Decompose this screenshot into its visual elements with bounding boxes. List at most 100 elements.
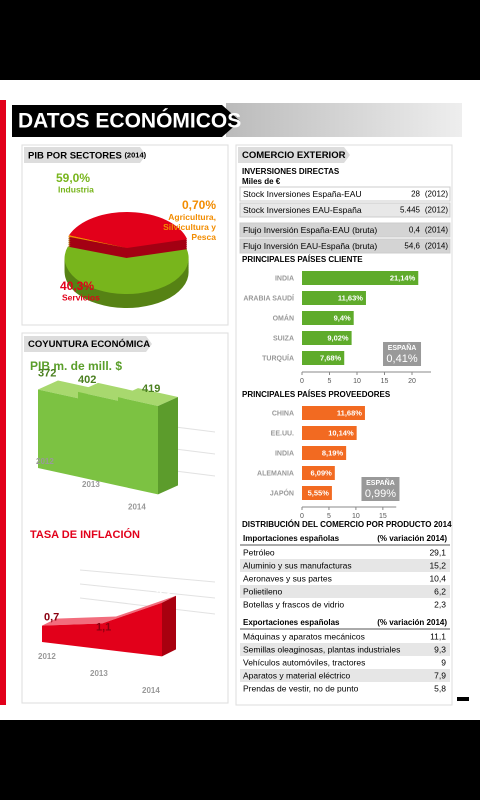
value-label: 5,55%	[308, 488, 330, 497]
y-tick-label: EE.UU.	[271, 430, 294, 437]
row-value: 5,8	[434, 683, 446, 693]
y-tick-label: SUIZA	[273, 335, 294, 342]
row-label: Vehículos automóviles, tractores	[243, 657, 365, 667]
top-bar	[0, 0, 480, 80]
bar	[302, 331, 352, 345]
bar	[302, 311, 354, 325]
row-label: Prendas de vestir, no de punto	[243, 683, 359, 693]
area-top	[42, 595, 176, 626]
chart-title: PRINCIPALES PAÍSES CLIENTE	[242, 255, 363, 264]
bottom-bar	[0, 720, 480, 800]
section-tab	[238, 147, 350, 163]
table-row	[240, 546, 450, 559]
row-value: 9	[441, 657, 446, 667]
bar	[302, 466, 335, 480]
x-tick-label: 2012	[38, 652, 56, 661]
x-tick-label: 10	[353, 378, 361, 385]
row-value: 10,4	[429, 573, 446, 583]
bar	[118, 397, 158, 495]
area-side	[162, 595, 176, 657]
table-header: Importaciones españolas	[243, 534, 340, 543]
table-row	[240, 682, 450, 695]
side-stripe	[0, 100, 6, 705]
value-label: 0,7	[44, 612, 59, 624]
value-label: 59,0%	[56, 171, 90, 185]
subsection-title: DISTRIBUCIÓN DEL COMERCIO POR PRODUCTO 2…	[242, 520, 452, 529]
subsection-title: INVERSIONES DIRECTAS	[242, 167, 340, 176]
row-label: Polietileno	[243, 586, 282, 596]
row-value: 2,3	[434, 599, 446, 609]
row-value: 28	[411, 190, 420, 199]
x-tick-label: 20	[408, 378, 416, 385]
row-label: Semillas oleaginosas, plantas industrial…	[243, 644, 400, 654]
section-title: COMERCIO EXTERIOR	[242, 150, 346, 161]
x-tick-label: 5	[327, 513, 331, 520]
y-tick-label: JAPÓN	[270, 488, 294, 497]
bar	[302, 486, 332, 500]
box	[21, 332, 229, 704]
table-row	[239, 238, 451, 254]
row-label: Petróleo	[243, 547, 275, 557]
value-label: 6,09%	[311, 468, 333, 477]
value-label: 372	[38, 367, 56, 379]
value-label: 2,3	[156, 589, 171, 601]
slice	[68, 235, 127, 248]
value-label: 9,4%	[334, 313, 351, 322]
row-label: Flujo Inversión EAU-España (bruta)	[243, 241, 377, 251]
x-tick-label: 5	[328, 378, 332, 385]
chart-title: PRINCIPALES PAÍSES PROVEEDORES	[242, 390, 391, 399]
value-label: 11,68%	[337, 408, 362, 417]
row-label: Aeronaves y sus partes	[243, 573, 332, 583]
page-title: DATOS ECONÓMICOS	[18, 109, 241, 133]
header-banner	[12, 105, 240, 137]
table-row	[240, 559, 450, 572]
y-tick-label: TURQUÍA	[262, 353, 294, 362]
annotation-label: ESPAÑA	[366, 478, 395, 487]
annotation-box	[361, 477, 400, 501]
row-value: 29,1	[429, 547, 446, 557]
y-tick-label: OMÁN	[273, 313, 294, 322]
slice	[69, 212, 188, 248]
bar-side	[158, 396, 178, 495]
x-tick-label: 0	[300, 513, 304, 520]
bar-top	[118, 388, 178, 406]
row-value: 11,1	[430, 631, 446, 641]
chart-title: PIB POR SECTORES	[28, 150, 122, 161]
table-row	[239, 222, 451, 238]
table-row	[240, 598, 450, 611]
end-mark	[457, 697, 469, 701]
bar	[302, 351, 345, 365]
row-value: 5.445	[400, 206, 421, 215]
value-label: 1,1	[96, 621, 111, 633]
row-value: 7,9	[434, 670, 446, 680]
value-label: 8,19%	[322, 448, 344, 457]
unit-label: Miles de €	[242, 177, 281, 186]
y-tick-label: CHINA	[272, 410, 294, 417]
y-tick-label: ARABIA SAUDÍ	[243, 293, 295, 302]
x-tick-label: 2014	[142, 686, 160, 695]
table-row	[240, 643, 450, 656]
x-tick-label: 2012	[36, 457, 54, 466]
row-year: (2014)	[425, 242, 448, 251]
x-tick-label: 10	[352, 513, 360, 520]
row-year: (2014)	[425, 226, 448, 235]
section-title: PIB POR SECTORES (2014)	[28, 150, 147, 161]
chart-title: PIB m. de mill. $	[30, 359, 122, 373]
bar	[302, 406, 365, 420]
x-tick-label: 2014	[128, 503, 146, 512]
bar	[78, 391, 118, 486]
row-label: Botellas y frascos de vidrio	[243, 599, 344, 609]
y-tick-label: INDIA	[275, 275, 294, 282]
bar	[302, 291, 366, 305]
box	[21, 144, 229, 326]
guide-line	[79, 569, 216, 583]
row-label: Aparatos y material eléctrico	[243, 670, 351, 680]
annotation-box	[383, 342, 422, 366]
value-label: 7,68%	[320, 353, 342, 362]
guide-line	[79, 583, 216, 599]
row-label: Stock Inversiones España-EAU	[243, 189, 362, 199]
y-tick-label: INDIA	[275, 450, 294, 457]
table-row	[240, 585, 450, 598]
category-label: Industria	[58, 184, 94, 194]
table-row	[240, 630, 450, 643]
